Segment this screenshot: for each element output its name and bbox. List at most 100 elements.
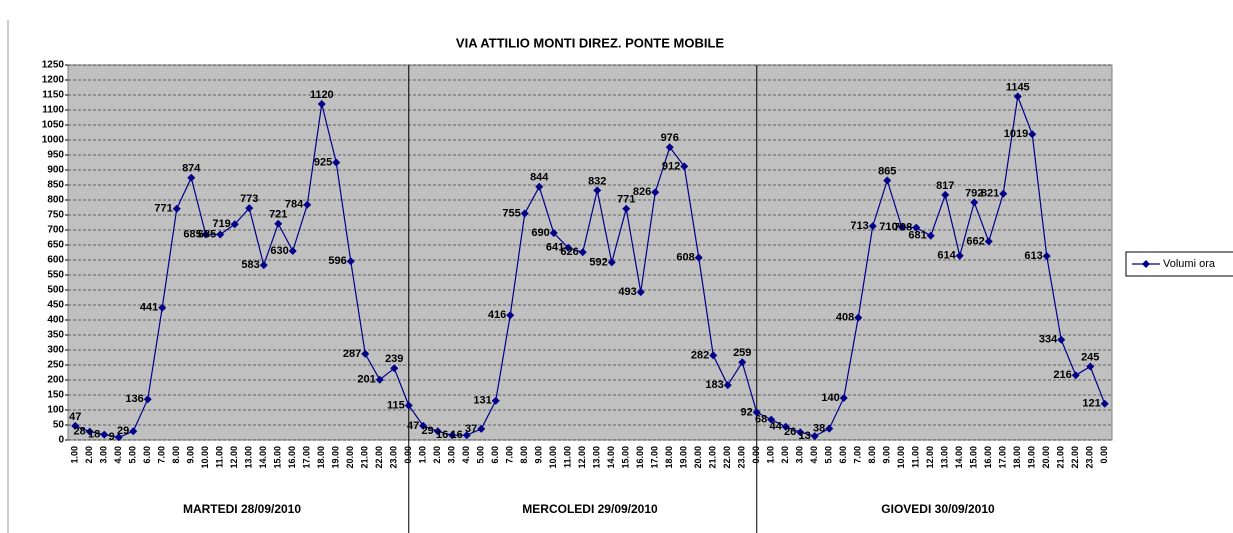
x-tick-label: 1.00: [418, 446, 428, 464]
x-tick-label: 0.00: [751, 446, 761, 464]
x-tick-label: 14.00: [258, 446, 268, 469]
x-tick-label: 1.00: [70, 446, 80, 464]
x-tick-label: 4.00: [461, 446, 471, 464]
x-tick-label: 7.00: [853, 446, 863, 464]
marker: [1013, 92, 1022, 101]
x-tick-label: 22.00: [374, 446, 384, 469]
data-label: 685: [198, 228, 216, 240]
x-tick-label: 20.00: [345, 446, 355, 469]
data-label: 844: [530, 172, 549, 184]
data-label: 282: [691, 349, 709, 361]
x-tick-label: 16.00: [635, 446, 645, 469]
y-tick-label: 400: [47, 315, 64, 326]
marker: [694, 253, 703, 262]
marker: [245, 204, 254, 213]
x-tick-label: 6.00: [142, 446, 152, 464]
data-label: 719: [212, 218, 230, 230]
x-tick-label: 16.00: [983, 446, 993, 469]
y-tick-label: 700: [47, 225, 64, 236]
marker: [825, 424, 834, 433]
x-tick-label: 14.00: [606, 446, 616, 469]
marker: [1071, 371, 1080, 380]
data-label: 287: [343, 348, 361, 360]
x-tick-label: 10.00: [896, 446, 906, 469]
x-tick-label: 23.00: [737, 446, 747, 469]
marker: [955, 251, 964, 260]
data-label: 784: [285, 199, 304, 211]
x-tick-label: 1.00: [766, 446, 776, 464]
y-tick-label: 850: [47, 180, 64, 191]
y-tick-label: 1200: [42, 75, 65, 86]
data-label: 29: [117, 425, 129, 437]
marker: [259, 261, 268, 270]
data-label: 29: [422, 425, 434, 437]
data-label: 26: [784, 426, 796, 438]
data-label: 18: [88, 429, 100, 441]
data-label: 16: [451, 429, 463, 441]
x-tick-label: 7.00: [505, 446, 515, 464]
data-label: 721: [269, 209, 287, 221]
x-tick-label: 5.00: [476, 446, 486, 464]
marker: [1028, 130, 1037, 139]
marker: [970, 198, 979, 207]
data-label: 183: [705, 379, 723, 391]
data-label: 1120: [310, 89, 334, 101]
y-tick-label: 200: [47, 375, 64, 386]
marker: [361, 349, 370, 358]
marker: [129, 427, 138, 436]
marker: [85, 427, 94, 436]
y-tick-label: 50: [53, 420, 65, 431]
data-label: 925: [314, 156, 332, 168]
data-label: 713: [850, 220, 868, 232]
marker: [187, 173, 196, 182]
marker: [332, 158, 341, 167]
marker: [346, 257, 355, 266]
marker: [607, 258, 616, 267]
data-label: 38: [813, 423, 825, 435]
data-label: 9: [109, 431, 115, 443]
data-label: 216: [1053, 369, 1071, 381]
data-label: 630: [270, 245, 288, 257]
marker: [593, 186, 602, 195]
marker: [71, 421, 80, 430]
data-label: 334: [1039, 334, 1058, 346]
x-tick-label: 5.00: [824, 446, 834, 464]
marker: [680, 162, 689, 171]
x-tick-label: 14.00: [954, 446, 964, 469]
data-label: 1019: [1004, 128, 1028, 140]
x-tick-label: 4.00: [113, 446, 123, 464]
x-tick-label: 16.00: [287, 446, 297, 469]
y-tick-label: 0: [58, 435, 64, 446]
data-label: 641: [546, 242, 564, 254]
marker: [549, 229, 558, 237]
group-label: GIOVEDI 30/09/2010: [881, 502, 995, 516]
x-tick-label: 21.00: [1056, 446, 1066, 469]
marker: [665, 143, 674, 152]
marker: [375, 375, 384, 384]
data-label: 583: [241, 259, 259, 271]
y-tick-label: 600: [47, 255, 64, 266]
y-tick-label: 250: [47, 360, 64, 371]
x-tick-label: 22.00: [722, 446, 732, 469]
data-label: 92: [741, 406, 753, 418]
x-tick-label: 19.00: [331, 446, 341, 469]
x-tick-label: 20.00: [693, 446, 703, 469]
x-tick-label: 7.00: [157, 446, 167, 464]
x-tick-label: 12.00: [229, 446, 239, 469]
data-label: 614: [937, 250, 956, 262]
y-tick-label: 500: [47, 285, 64, 296]
data-label: 681: [908, 230, 926, 242]
data-label: 690: [531, 227, 549, 239]
data-label: 441: [140, 302, 158, 314]
x-tick-label: 6.00: [490, 446, 500, 464]
marker: [622, 204, 631, 213]
marker: [564, 243, 573, 252]
x-tick-label: 9.00: [882, 446, 892, 464]
data-label: 201: [357, 374, 375, 386]
legend-marker: [1142, 260, 1150, 268]
marker: [100, 430, 109, 439]
marker: [230, 220, 239, 229]
x-tick-label: 2.00: [780, 446, 790, 464]
data-label: 140: [821, 392, 839, 404]
marker: [897, 223, 906, 231]
